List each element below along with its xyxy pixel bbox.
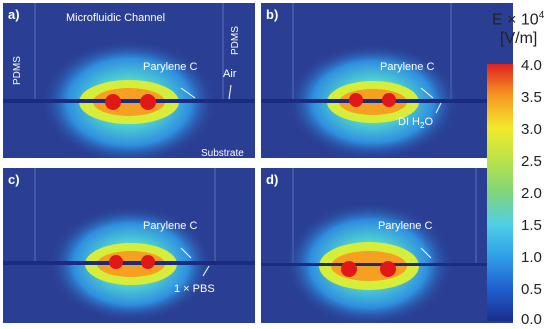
parylene-label: Parylene C — [143, 220, 198, 232]
pdms-right-label: PDMS — [230, 26, 241, 55]
channel-label: Microfluidic Channel — [66, 12, 166, 24]
colorbar-tick: 2.5 — [521, 153, 542, 170]
field-panel-d: d) Parylene C — [261, 168, 513, 323]
field-panel-b: b) Parylene C DI H2O — [261, 3, 513, 158]
colorbar-tick: 4.0 — [521, 57, 542, 74]
colorbar-tick: 0.5 — [521, 281, 542, 298]
panel-label: b) — [266, 7, 279, 22]
colorbar-tick: 3.5 — [521, 89, 542, 106]
panel-label: d) — [266, 172, 279, 187]
colorbar-tick: 3.0 — [521, 121, 542, 138]
colorbar-tick: 0.0 — [521, 311, 542, 328]
field-panel-a: a) Microfluidic Channel PDMS PDMS Paryle… — [3, 3, 255, 158]
colorbar-tick: 1.5 — [521, 217, 542, 234]
colorbar-tick: 1.0 — [521, 249, 542, 266]
field-panel-c: c) Parylene C 1 × PBS — [3, 168, 255, 323]
panel-label: c) — [8, 172, 20, 187]
substrate-label: Substrate — [201, 148, 244, 158]
air-label: Air — [223, 68, 237, 80]
colorbar-tick: 2.0 — [521, 185, 542, 202]
parylene-label: Parylene C — [143, 61, 198, 73]
field-plot-a — [3, 3, 255, 158]
field-plot-c — [3, 168, 255, 322]
pbs-label: 1 × PBS — [174, 283, 215, 295]
pdms-left-label: PDMS — [12, 56, 23, 85]
parylene-label: Parylene C — [378, 220, 433, 232]
colorbar-title: E × 104 [V/m] — [492, 10, 545, 48]
parylene-label: Parylene C — [380, 61, 435, 73]
panel-label: a) — [8, 7, 20, 22]
field-plot-b — [261, 3, 513, 158]
colorbar — [487, 64, 513, 321]
field-plot-d — [261, 168, 513, 323]
medium-label: DI H2O — [398, 116, 434, 131]
